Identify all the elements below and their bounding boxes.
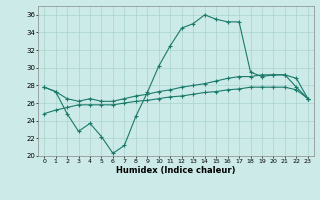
X-axis label: Humidex (Indice chaleur): Humidex (Indice chaleur) <box>116 166 236 175</box>
